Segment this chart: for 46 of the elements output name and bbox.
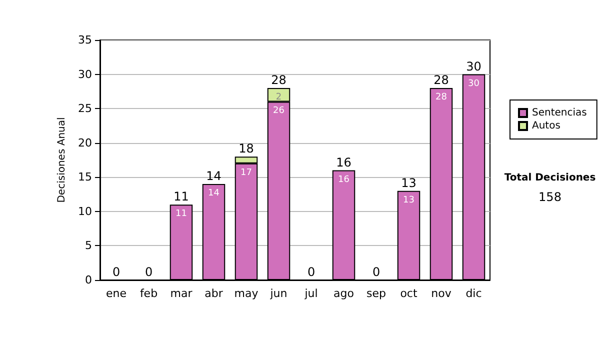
- total-label: 18: [238, 142, 254, 156]
- x-tick-label: jul: [304, 287, 318, 300]
- total-label: 0: [112, 265, 120, 279]
- total-label: 30: [466, 59, 482, 74]
- total-label: 11: [174, 190, 189, 204]
- x-tick-label: mar: [170, 287, 193, 300]
- legend-label: Autos: [532, 120, 560, 132]
- text: 158: [538, 190, 562, 204]
- x-tick-label: ene: [106, 287, 127, 300]
- legend-label: Sentencias: [532, 108, 587, 118]
- y-tick-label: 10: [78, 204, 92, 218]
- y-tick-label: 35: [78, 34, 92, 46]
- x-tick-label: feb: [140, 287, 158, 300]
- data-label: 13: [403, 195, 414, 206]
- y-tick-label: 25: [78, 102, 92, 116]
- total-label: 28: [271, 73, 286, 87]
- y-tick-label: 20: [78, 136, 92, 150]
- x-tick-label: dic: [466, 287, 482, 300]
- total-label: 28: [434, 73, 449, 87]
- x-tick-label: ago: [334, 287, 354, 300]
- data-label: 17: [240, 168, 252, 178]
- text: Total Decisiones: [504, 172, 596, 184]
- data-label: 11: [176, 209, 187, 220]
- total-label: 14: [206, 169, 222, 183]
- x-tick-label: nov: [431, 287, 452, 300]
- data-label: 30: [468, 78, 480, 89]
- x-tick-label: jun: [269, 287, 288, 300]
- x-tick-label: sep: [366, 287, 386, 300]
- data-label: 14: [208, 188, 220, 198]
- data-label: 26: [273, 106, 285, 116]
- y-tick-label: 0: [85, 274, 92, 286]
- data-label: 16: [338, 174, 350, 185]
- x-tick-label: abr: [204, 287, 224, 300]
- total-label: 0: [307, 265, 316, 279]
- total-label: 16: [336, 155, 352, 170]
- x-tick-label: may: [234, 287, 259, 300]
- y-axis-title: Decisiones Anual: [56, 117, 68, 203]
- total-label: 0: [144, 265, 153, 279]
- total-label: 0: [372, 265, 380, 279]
- total-label: 13: [401, 176, 416, 190]
- y-tick-label: 15: [78, 170, 92, 184]
- data-label: 28: [436, 92, 448, 102]
- y-tick-label: 30: [78, 68, 92, 81]
- y-tick-label: 5: [85, 239, 92, 252]
- x-tick-label: oct: [400, 287, 418, 300]
- data-label: 2: [276, 92, 282, 102]
